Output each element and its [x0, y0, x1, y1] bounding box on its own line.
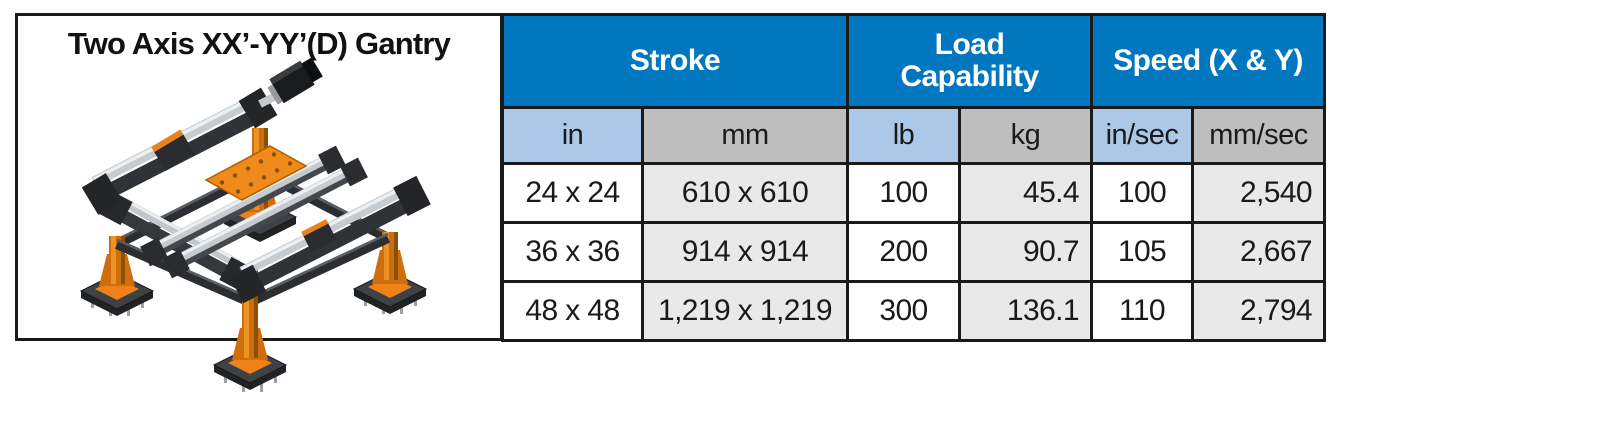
unit-mm: mm: [641, 106, 849, 165]
gantry-frame-front-beams: [115, 232, 391, 307]
header-speed-label: Speed (X & Y): [1113, 44, 1303, 78]
header-stroke: Stroke: [501, 13, 849, 109]
header-stroke-label: Stroke: [629, 44, 721, 78]
cell-stroke-mm: 610 x 610: [641, 162, 849, 224]
gantry-x-axis-rail-front: [229, 175, 431, 304]
cell-speed-in: 110: [1090, 280, 1194, 342]
header-load-capability: Load Capability: [846, 13, 1093, 109]
cell-stroke-in: 36 x 36: [501, 221, 644, 283]
header-speed: Speed (X & Y): [1089, 13, 1327, 109]
header-load-capability-label: Load Capability: [900, 28, 1039, 93]
cell-load-lb: 100: [846, 162, 961, 224]
cell-speed-in: 100: [1090, 162, 1194, 224]
cell-speed-mm: 2,794: [1190, 280, 1327, 342]
unit-in: in: [501, 106, 644, 165]
cell-load-lb: 300: [846, 280, 961, 342]
unit-header-row: in mm lb kg in/sec mm/sec: [501, 106, 1327, 165]
table-row: 24 x 24 610 x 610 100 45.4 100 2,540: [501, 162, 1327, 224]
cell-speed-mm: 2,667: [1190, 221, 1327, 283]
unit-in-sec: in/sec: [1090, 106, 1194, 165]
gantry-x-axis-rail-rear: [81, 57, 323, 215]
cell-speed-mm: 2,540: [1190, 162, 1327, 224]
spec-table: Stroke Load Capability Speed (X & Y) in …: [501, 13, 1327, 342]
cell-load-kg: 45.4: [958, 162, 1093, 224]
cell-stroke-mm: 914 x 914: [641, 221, 849, 283]
header-group-row: Stroke Load Capability Speed (X & Y): [501, 13, 1327, 109]
gantry-motor: [258, 57, 323, 108]
cell-stroke-in: 48 x 48: [501, 280, 644, 342]
unit-mm-sec: mm/sec: [1190, 106, 1327, 165]
cell-speed-in: 105: [1090, 221, 1194, 283]
cell-load-lb: 200: [846, 221, 961, 283]
gantry-bridge-cylinders: [140, 145, 368, 279]
cell-stroke-in: 24 x 24: [501, 162, 644, 224]
unit-lb: lb: [846, 106, 961, 165]
gantry-carriage-plate: [204, 145, 308, 201]
cell-load-kg: 90.7: [958, 221, 1093, 283]
unit-kg: kg: [958, 106, 1093, 165]
table-row: 36 x 36 914 x 914 200 90.7 105 2,667: [501, 221, 1327, 283]
table-row: 48 x 48 1,219 x 1,219 300 136.1 110 2,79…: [501, 280, 1327, 342]
spec-table-container: Stroke Load Capability Speed (X & Y) in …: [501, 13, 1327, 342]
cell-load-kg: 136.1: [958, 280, 1093, 342]
cell-stroke-mm: 1,219 x 1,219: [641, 280, 849, 342]
gantry-illustration: [79, 57, 431, 392]
product-title: Two Axis XX’-YY’(D) Gantry: [67, 26, 451, 61]
